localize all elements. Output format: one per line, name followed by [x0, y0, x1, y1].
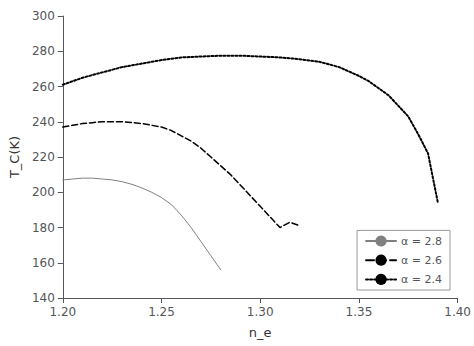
svg-text:α = 2.4: α = 2.4 — [401, 273, 442, 286]
svg-text:300: 300 — [32, 9, 55, 23]
svg-text:1.35: 1.35 — [346, 305, 373, 319]
svg-text:1.25: 1.25 — [148, 305, 175, 319]
svg-text:140: 140 — [32, 291, 55, 305]
svg-text:n_e: n_e — [249, 325, 272, 340]
svg-text:260: 260 — [32, 80, 55, 94]
svg-text:1.20: 1.20 — [49, 305, 76, 319]
svg-text:1.30: 1.30 — [247, 305, 274, 319]
svg-text:220: 220 — [32, 150, 55, 164]
svg-text:α = 2.8: α = 2.8 — [401, 235, 442, 248]
svg-text:280: 280 — [32, 44, 55, 58]
svg-text:1.40: 1.40 — [444, 305, 471, 319]
svg-text:240: 240 — [32, 115, 55, 129]
svg-text:T_C(K): T_C(K) — [7, 136, 22, 179]
svg-text:200: 200 — [32, 185, 55, 199]
svg-text:180: 180 — [32, 221, 55, 235]
svg-text:160: 160 — [32, 256, 55, 270]
svg-text:α = 2.6: α = 2.6 — [401, 254, 442, 267]
